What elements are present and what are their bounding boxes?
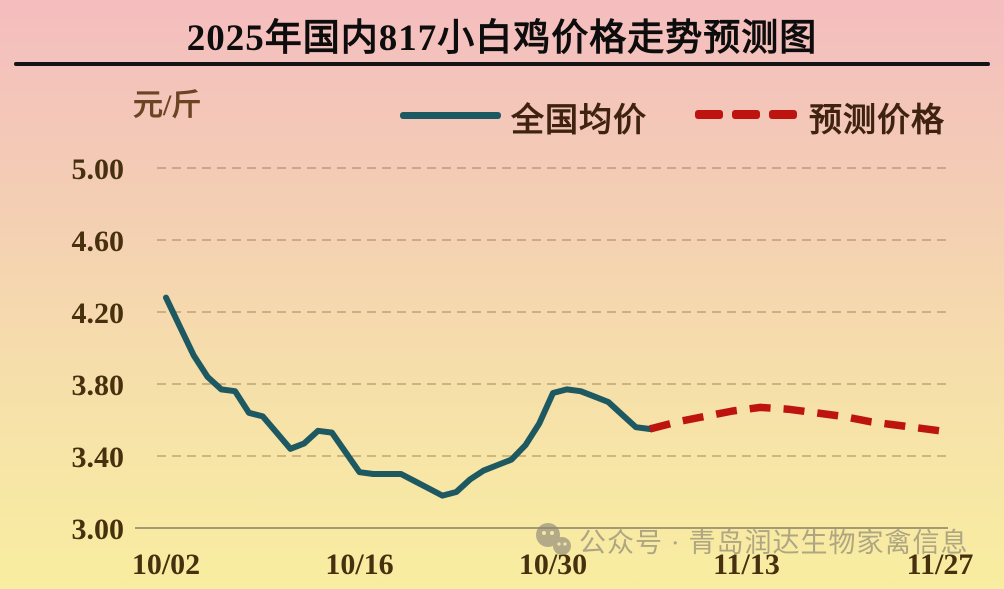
y-axis-unit-label: 元/斤 <box>133 89 202 122</box>
wechat-official-account-icon <box>536 523 571 555</box>
svg-text:11/13: 11/13 <box>713 548 780 581</box>
svg-text:10/30: 10/30 <box>519 548 587 581</box>
legend-dashed-line-swatch <box>695 110 797 119</box>
svg-text:10/16: 10/16 <box>325 548 393 581</box>
svg-text:3.40: 3.40 <box>72 441 125 474</box>
title-divider <box>14 62 990 66</box>
svg-text:10/02: 10/02 <box>132 548 200 581</box>
legend-label-actual-price: 全国均价 <box>511 103 647 139</box>
svg-text:5.00: 5.00 <box>72 153 125 186</box>
svg-text:11/27: 11/27 <box>907 548 974 581</box>
svg-text:4.60: 4.60 <box>72 225 125 258</box>
legend-solid-line-swatch <box>400 112 501 119</box>
legend-label-forecast-price: 预测价格 <box>809 103 945 139</box>
watermark-text: 公众号 · 青岛润达生物家禽信息 <box>579 527 969 558</box>
page-title: 2025年国内817小白鸡价格走势预测图 <box>186 18 818 59</box>
svg-text:3.80: 3.80 <box>72 369 125 402</box>
svg-text:3.00: 3.00 <box>72 513 125 546</box>
watermark: 公众号 · 青岛润达生物家禽信息 <box>534 521 969 559</box>
svg-text:4.20: 4.20 <box>72 297 125 330</box>
